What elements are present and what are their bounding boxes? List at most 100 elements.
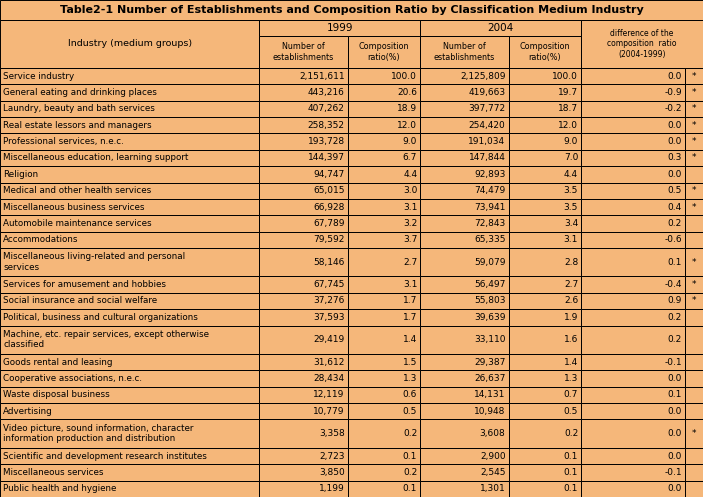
Text: *: * bbox=[692, 257, 696, 267]
Bar bbox=[581, 182, 685, 199]
Text: Machine, etc. repair services, except otherwise
classified: Machine, etc. repair services, except ot… bbox=[3, 330, 209, 349]
Text: 3,358: 3,358 bbox=[319, 429, 344, 438]
Bar bbox=[508, 68, 581, 84]
Bar bbox=[508, 419, 581, 448]
Text: Miscellaneous business services: Miscellaneous business services bbox=[3, 203, 145, 212]
Bar bbox=[508, 117, 581, 133]
Text: 2.6: 2.6 bbox=[564, 297, 578, 306]
Bar bbox=[420, 448, 508, 464]
Text: Religion: Religion bbox=[3, 170, 38, 179]
Bar bbox=[508, 464, 581, 481]
Bar bbox=[420, 387, 508, 403]
Bar bbox=[420, 84, 508, 101]
Bar bbox=[0, 215, 259, 232]
Bar bbox=[347, 68, 420, 84]
Bar bbox=[420, 117, 508, 133]
Bar bbox=[581, 150, 685, 166]
Text: 2.8: 2.8 bbox=[564, 257, 578, 267]
Bar bbox=[581, 117, 685, 133]
Text: 2,723: 2,723 bbox=[319, 452, 344, 461]
Bar bbox=[347, 84, 420, 101]
Text: Automobile maintenance services: Automobile maintenance services bbox=[3, 219, 152, 228]
Bar bbox=[0, 101, 259, 117]
Bar bbox=[347, 387, 420, 403]
Bar bbox=[420, 199, 508, 215]
Text: Number of
establishments: Number of establishments bbox=[434, 42, 495, 62]
Bar bbox=[685, 199, 703, 215]
Text: 0.3: 0.3 bbox=[668, 154, 682, 163]
Bar bbox=[347, 464, 420, 481]
Bar bbox=[347, 117, 420, 133]
Bar bbox=[685, 101, 703, 117]
Text: 7.0: 7.0 bbox=[564, 154, 578, 163]
Text: 0.0: 0.0 bbox=[668, 137, 682, 146]
Text: *: * bbox=[692, 297, 696, 306]
Text: 26,637: 26,637 bbox=[474, 374, 505, 383]
Bar bbox=[685, 248, 703, 276]
Text: 3.4: 3.4 bbox=[564, 219, 578, 228]
Bar bbox=[685, 448, 703, 464]
Bar bbox=[420, 248, 508, 276]
Text: 6.7: 6.7 bbox=[403, 154, 418, 163]
Bar bbox=[508, 481, 581, 497]
Bar bbox=[581, 403, 685, 419]
Text: 0.2: 0.2 bbox=[564, 429, 578, 438]
Text: 0.0: 0.0 bbox=[668, 374, 682, 383]
Bar bbox=[259, 117, 347, 133]
Bar bbox=[581, 309, 685, 326]
Bar bbox=[685, 117, 703, 133]
Bar bbox=[0, 464, 259, 481]
Text: Political, business and cultural organizations: Political, business and cultural organiz… bbox=[3, 313, 198, 322]
Text: 1,199: 1,199 bbox=[319, 484, 344, 494]
Bar bbox=[420, 68, 508, 84]
Text: Waste disposal business: Waste disposal business bbox=[3, 391, 110, 400]
Bar bbox=[508, 182, 581, 199]
Bar bbox=[420, 370, 508, 387]
Bar bbox=[259, 481, 347, 497]
Bar bbox=[508, 326, 581, 354]
Text: Advertising: Advertising bbox=[3, 407, 53, 416]
Text: 2.7: 2.7 bbox=[564, 280, 578, 289]
Text: *: * bbox=[692, 280, 696, 289]
Text: 28,434: 28,434 bbox=[314, 374, 344, 383]
Bar bbox=[508, 84, 581, 101]
Text: 0.0: 0.0 bbox=[668, 452, 682, 461]
Bar bbox=[581, 326, 685, 354]
Text: 18.9: 18.9 bbox=[397, 104, 418, 113]
Bar bbox=[0, 293, 259, 309]
Bar bbox=[685, 309, 703, 326]
Bar bbox=[685, 150, 703, 166]
Text: Number of
establishments: Number of establishments bbox=[273, 42, 334, 62]
Bar bbox=[581, 215, 685, 232]
Text: 193,728: 193,728 bbox=[307, 137, 344, 146]
Text: 31,612: 31,612 bbox=[314, 358, 344, 367]
Bar bbox=[347, 419, 420, 448]
Bar bbox=[508, 248, 581, 276]
Text: 92,893: 92,893 bbox=[474, 170, 505, 179]
Bar bbox=[259, 326, 347, 354]
Text: 1.4: 1.4 bbox=[564, 358, 578, 367]
Text: 0.6: 0.6 bbox=[403, 391, 418, 400]
Bar bbox=[0, 199, 259, 215]
Bar bbox=[347, 150, 420, 166]
Text: 19.7: 19.7 bbox=[558, 88, 578, 97]
Text: *: * bbox=[692, 104, 696, 113]
Text: 407,262: 407,262 bbox=[308, 104, 344, 113]
Bar bbox=[420, 36, 508, 68]
Bar bbox=[0, 68, 259, 84]
Text: 0.5: 0.5 bbox=[668, 186, 682, 195]
Text: 10,779: 10,779 bbox=[313, 407, 344, 416]
Text: 147,844: 147,844 bbox=[469, 154, 505, 163]
Bar bbox=[0, 326, 259, 354]
Text: 1.3: 1.3 bbox=[403, 374, 418, 383]
Bar bbox=[508, 293, 581, 309]
Bar bbox=[508, 387, 581, 403]
Text: 29,419: 29,419 bbox=[314, 335, 344, 344]
Text: 73,941: 73,941 bbox=[474, 203, 505, 212]
Text: Video picture, sound information, character
information production and distribut: Video picture, sound information, charac… bbox=[3, 424, 193, 443]
Bar bbox=[581, 166, 685, 182]
Text: 59,079: 59,079 bbox=[474, 257, 505, 267]
Bar bbox=[259, 150, 347, 166]
Text: 0.9: 0.9 bbox=[668, 297, 682, 306]
Bar bbox=[508, 276, 581, 293]
